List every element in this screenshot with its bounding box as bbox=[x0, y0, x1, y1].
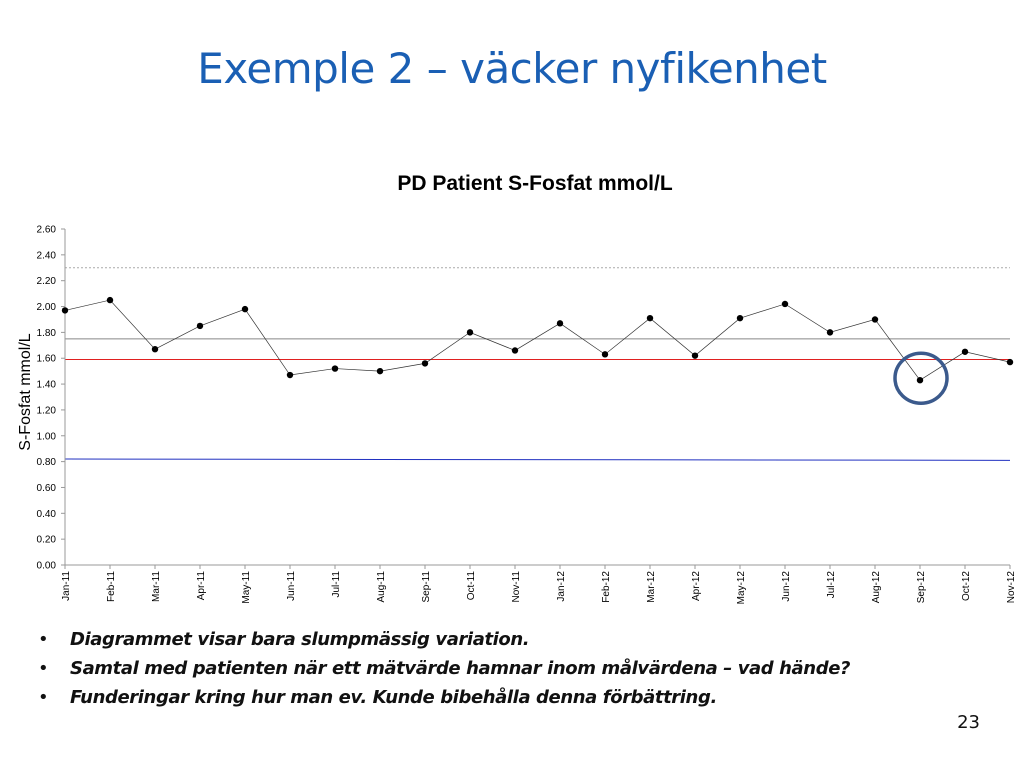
data-point bbox=[376, 367, 384, 375]
bullet-text: Samtal med patienten när ett mätvärde ha… bbox=[70, 658, 851, 679]
x-tick-label: Nov-12 bbox=[1006, 571, 1017, 604]
x-tick-label: Feb-11 bbox=[106, 571, 117, 602]
reference-line bbox=[64, 458, 1011, 461]
x-tick-label: Mar-12 bbox=[646, 571, 657, 603]
bullet-symbol: • bbox=[38, 629, 49, 650]
data-point bbox=[421, 360, 429, 367]
x-tick-label: Oct-12 bbox=[961, 571, 972, 601]
x-tick-label: Sep-11 bbox=[421, 571, 432, 603]
data-point bbox=[691, 352, 699, 359]
data-point bbox=[106, 296, 114, 304]
y-tick-label: 1.60 bbox=[37, 354, 57, 365]
y-tick-label: 1.20 bbox=[37, 405, 57, 416]
y-tick-label: 2.20 bbox=[37, 276, 57, 287]
line-chart: 0.00 0.20 0.40 0.60 0.80 1.00 1.20 1.40 1.60 1.80… bbox=[37, 225, 1017, 605]
x-tick-label: Oct-11 bbox=[466, 571, 477, 601]
data-point bbox=[466, 329, 474, 336]
y-tick-label: 0.00 bbox=[37, 561, 57, 572]
y-tick-label: 1.00 bbox=[37, 431, 57, 442]
data-point bbox=[736, 314, 744, 322]
data-point bbox=[916, 377, 924, 384]
y-tick-label: 0.20 bbox=[37, 535, 57, 546]
x-tick-label: Jan-11 bbox=[61, 571, 72, 601]
bullet-item: • Funderingar kring hur man ev. Kunde bib… bbox=[38, 683, 998, 712]
y-tick-label: 0.80 bbox=[37, 457, 57, 468]
y-tick-label: 1.80 bbox=[37, 328, 57, 339]
data-point bbox=[826, 329, 834, 336]
y-tick-label: 2.00 bbox=[37, 302, 57, 313]
data-point bbox=[151, 345, 159, 353]
bullet-text: Diagrammet visar bara slumpmässig variat… bbox=[70, 629, 530, 650]
x-tick-label: Sep-12 bbox=[916, 571, 927, 604]
x-tick-label: Apr-11 bbox=[196, 571, 207, 601]
chart-title: PD Patient S-Fosfat mmol/L bbox=[397, 172, 673, 195]
highlight-circle bbox=[893, 351, 949, 405]
x-tick-label: Aug-11 bbox=[376, 571, 387, 603]
data-point bbox=[511, 347, 519, 354]
axes: 0.00 0.20 0.40 0.60 0.80 1.00 1.20 1.40 1.60 1.80… bbox=[37, 225, 1017, 605]
x-tick-label: May-12 bbox=[736, 571, 747, 605]
data-point bbox=[286, 371, 294, 379]
x-tick-label: May-11 bbox=[241, 571, 252, 604]
x-tick-label: Jul-12 bbox=[826, 571, 837, 599]
bullet-item: • Diagrammet visar bara slumpmässig varia… bbox=[38, 625, 998, 654]
bullet-symbol: • bbox=[38, 687, 49, 708]
bullet-text: Funderingar kring hur man ev. Kunde bibe… bbox=[70, 687, 717, 708]
x-tick-label: Jun-12 bbox=[781, 571, 792, 602]
x-tick-label: Jun-11 bbox=[286, 571, 297, 601]
data-point bbox=[601, 351, 609, 358]
x-tick-label: Aug-12 bbox=[871, 571, 882, 604]
x-tick-label: Nov-11 bbox=[511, 571, 522, 603]
highlight-layer bbox=[893, 351, 949, 405]
data-point bbox=[241, 305, 249, 313]
y-tick-label: 1.40 bbox=[37, 380, 57, 391]
x-tick-label: Mar-11 bbox=[151, 571, 162, 602]
x-tick-label: Apr-12 bbox=[691, 571, 702, 601]
y-tick-label: 2.60 bbox=[37, 225, 57, 236]
data-point bbox=[961, 348, 969, 355]
data-point bbox=[1006, 358, 1014, 366]
page-number: 23 bbox=[957, 712, 980, 733]
x-tick-label: Jul-11 bbox=[331, 571, 342, 598]
bullet-symbol: • bbox=[38, 658, 49, 679]
series-line bbox=[64, 299, 1011, 381]
y-tick-label: 0.60 bbox=[37, 483, 57, 494]
bullet-item: • Samtal med patienten när ett mätvärde h… bbox=[38, 654, 998, 683]
y-tick-label: 2.40 bbox=[37, 250, 57, 261]
data-point bbox=[781, 300, 789, 308]
data-point bbox=[196, 322, 204, 330]
x-tick-label: Jan-12 bbox=[556, 571, 567, 602]
reference-lines bbox=[64, 267, 1011, 461]
data-point bbox=[646, 314, 654, 322]
data-point bbox=[871, 316, 879, 323]
data-series bbox=[61, 296, 1014, 384]
slide-title: Exemple 2 – väcker nyfikenhet bbox=[197, 44, 827, 93]
y-tick-label: 0.40 bbox=[37, 509, 57, 520]
data-point bbox=[331, 365, 339, 372]
x-tick-label: Feb-12 bbox=[601, 571, 612, 603]
data-point bbox=[61, 307, 69, 314]
data-point bbox=[556, 320, 564, 327]
bullet-list: • Diagrammet visar bara slumpmässig varia… bbox=[38, 625, 998, 712]
